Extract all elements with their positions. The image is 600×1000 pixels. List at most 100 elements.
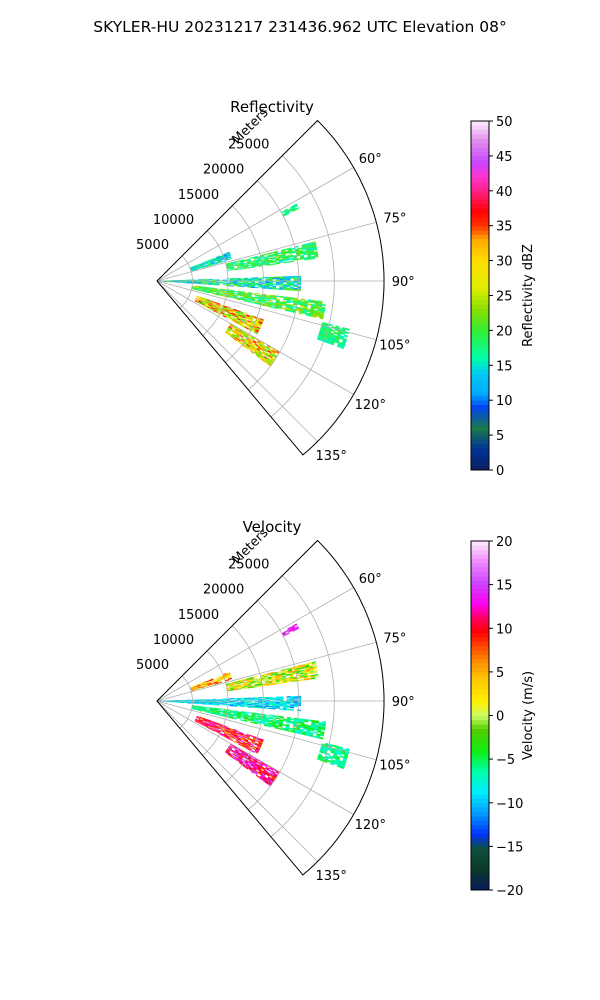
- echo-gate: [268, 769, 273, 773]
- colorbar-segment: [471, 719, 489, 725]
- echo-gate: [194, 282, 199, 284]
- echo-gate: [282, 724, 287, 727]
- echo-gate: [275, 288, 280, 290]
- azimuth-spoke: [156, 221, 377, 282]
- colorbar-segment: [471, 837, 489, 843]
- echo-gate: [265, 705, 270, 708]
- echo-gate: [247, 286, 252, 288]
- azimuth-tick-label: 120°: [355, 818, 386, 833]
- echo-gate: [272, 277, 277, 280]
- echo-gate: [239, 719, 244, 722]
- colorbar-segment: [471, 842, 489, 847]
- colorbar-segment: [471, 230, 489, 235]
- echo-gate: [258, 707, 262, 709]
- colorbar-segment: [471, 554, 489, 559]
- colorbar-segment: [471, 815, 489, 821]
- echo-gate: [272, 283, 277, 286]
- echo-gate: [293, 285, 298, 288]
- colorbar-segment: [471, 417, 489, 423]
- echo-gate: [253, 678, 258, 681]
- colorbar-segment: [471, 312, 489, 318]
- reflectivity-panel: Reflectivity60°75°90°105°120°135°5000100…: [136, 98, 536, 479]
- echo-gate: [268, 284, 273, 287]
- colorbar-segment: [471, 724, 489, 729]
- echo-gate: [236, 705, 241, 707]
- colorbar-segment: [471, 264, 489, 270]
- echo-gate: [321, 728, 326, 731]
- echo-gate: [240, 705, 245, 708]
- colorbar-segment: [471, 706, 489, 712]
- echo-gate: [240, 697, 245, 699]
- colorbar-segment: [471, 343, 489, 349]
- echo-gate: [244, 699, 248, 701]
- echo-gate: [279, 284, 284, 286]
- echo-gate: [254, 750, 259, 754]
- echo-gate: [270, 306, 275, 309]
- echo-gate: [244, 766, 249, 770]
- echo-gate: [286, 260, 291, 263]
- echo-gate: [283, 681, 288, 684]
- echo-gate: [272, 683, 277, 685]
- colorbar-segment: [471, 387, 489, 392]
- colorbar-segment: [471, 833, 489, 839]
- echo-gate: [236, 260, 240, 263]
- azimuth-spoke: [156, 700, 318, 862]
- colorbar-segment: [471, 785, 489, 791]
- colorbar-segment: [471, 711, 489, 716]
- colorbar-segment: [471, 820, 489, 825]
- colorbar-tick-label: −5: [496, 753, 515, 768]
- echo-gate: [286, 288, 291, 291]
- echo-gate: [314, 255, 319, 258]
- colorbar-segment: [471, 702, 489, 708]
- colorbar-segment: [471, 776, 489, 782]
- echo-gate: [272, 698, 277, 701]
- echo-gate: [250, 350, 255, 354]
- echo-gate: [279, 708, 284, 710]
- echo-gate: [319, 736, 324, 740]
- echo-gate: [286, 285, 291, 287]
- echo-gate: [221, 260, 226, 263]
- echo-gate: [250, 260, 255, 263]
- colorbar-segment: [471, 593, 489, 599]
- echo-gate: [265, 276, 270, 279]
- echo-gate: [197, 283, 202, 285]
- colorbar-segment: [471, 667, 489, 673]
- colorbar-segment: [471, 251, 489, 257]
- colorbar-segment: [471, 641, 489, 647]
- echo-gate: [307, 300, 312, 303]
- echo-gate: [268, 707, 273, 710]
- echo-gate: [268, 705, 273, 708]
- colorbar-segment: [471, 461, 489, 467]
- echo-gate: [279, 288, 284, 290]
- colorbar-segment: [471, 562, 489, 568]
- colorbar-tick-label: 30: [496, 255, 513, 270]
- echo-gate: [276, 281, 280, 284]
- range-ring: [247, 600, 300, 811]
- range-tick-label: 15000: [178, 188, 219, 203]
- echo-gate: [286, 281, 291, 284]
- colorbar-segment: [471, 575, 489, 581]
- echo-gate: [205, 291, 210, 294]
- echo-gate: [276, 295, 281, 298]
- echo-gate: [255, 713, 260, 716]
- colorbar-segment: [471, 365, 489, 371]
- colorbar-segment: [471, 859, 489, 865]
- echo-gate: [288, 727, 293, 730]
- echo-gate: [286, 277, 291, 279]
- echo-gate: [268, 698, 273, 701]
- echo-gate: [265, 697, 270, 700]
- azimuth-spoke: [156, 641, 377, 702]
- echo-gate: [229, 737, 234, 740]
- echo-gate: [254, 284, 259, 286]
- echo-gate: [340, 345, 345, 350]
- colorbar-segment: [471, 142, 489, 148]
- colorbar-segment: [471, 291, 489, 296]
- colorbar-tick-label: −15: [496, 840, 523, 855]
- echo-gate: [313, 248, 318, 251]
- azimuth-spoke: [156, 280, 354, 395]
- colorbar-segment: [471, 186, 489, 192]
- colorbar-segment: [471, 671, 489, 677]
- colorbar-segment: [471, 203, 489, 209]
- echo-gate: [205, 699, 209, 701]
- azimuth-spoke: [156, 700, 377, 761]
